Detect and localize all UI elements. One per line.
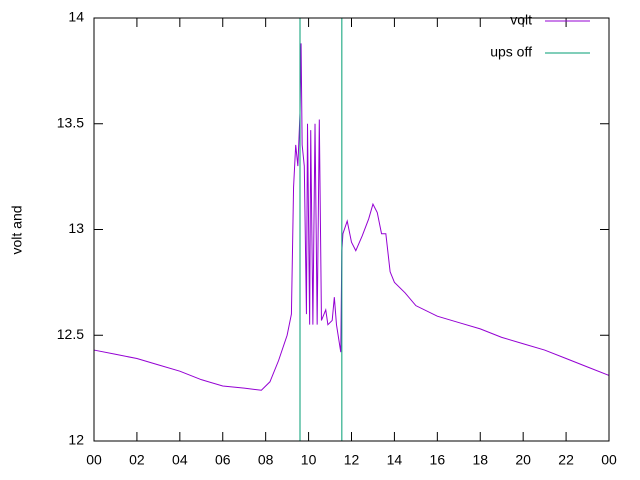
x-tick-label: 02 bbox=[129, 452, 145, 468]
y-axis-label: volt and bbox=[9, 205, 25, 254]
x-tick-label: 16 bbox=[430, 452, 446, 468]
y-tick-label: 12.5 bbox=[57, 326, 84, 342]
x-tick-label: 22 bbox=[558, 452, 574, 468]
x-tick-label: 06 bbox=[215, 452, 231, 468]
y-tick-label: 14 bbox=[68, 9, 84, 25]
x-tick-label: 00 bbox=[86, 452, 102, 468]
x-tick-label: 18 bbox=[472, 452, 488, 468]
x-tick-label: 12 bbox=[344, 452, 360, 468]
y-tick-label: 13.5 bbox=[57, 114, 84, 130]
plot-frame bbox=[93, 17, 610, 442]
legend-label: ups off bbox=[490, 44, 532, 60]
x-tick-label: 20 bbox=[515, 452, 531, 468]
line-series bbox=[93, 43, 610, 391]
x-tick-label: 10 bbox=[301, 452, 317, 468]
y-tick-label: 13 bbox=[68, 220, 84, 236]
x-tick-label: 00 bbox=[601, 452, 617, 468]
y-tick-label: 12 bbox=[68, 432, 84, 448]
x-tick-label: 04 bbox=[172, 452, 188, 468]
x-tick-label: 08 bbox=[258, 452, 274, 468]
legend-label: volt bbox=[510, 12, 532, 28]
x-tick-label: 14 bbox=[387, 452, 403, 468]
